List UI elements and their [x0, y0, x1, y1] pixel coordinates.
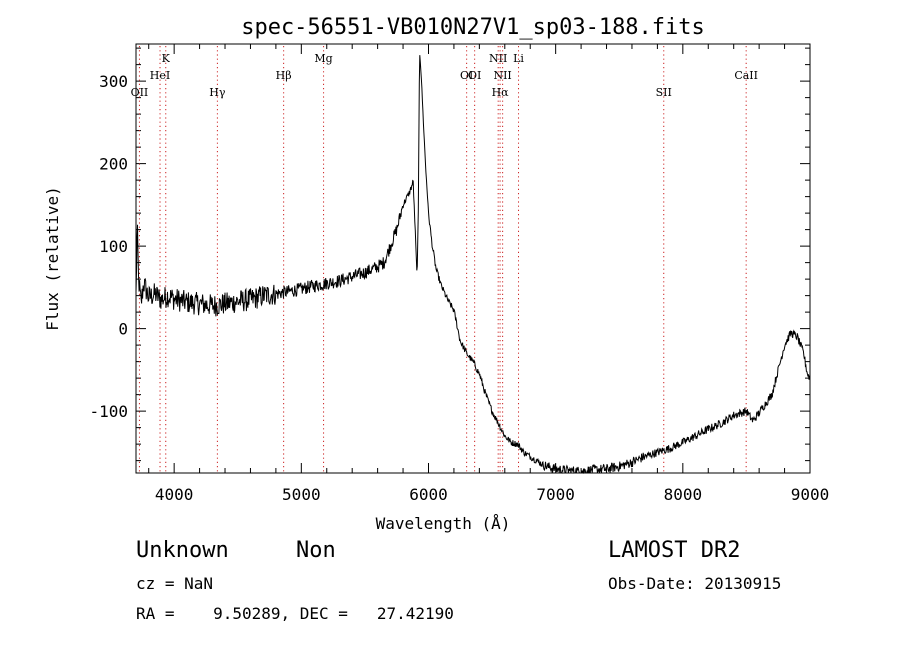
- x-axis-label: Wavelength (Å): [376, 514, 511, 533]
- survey-name: LAMOST DR2: [608, 538, 741, 563]
- observation-date: Obs-Date: 20130915: [608, 574, 782, 593]
- redshift-cz: cz = NaN: [136, 574, 214, 593]
- line-marker-label: OI: [468, 69, 481, 82]
- chart-title: spec-56551-VB010N27V1_sp03-188.fits: [241, 15, 705, 40]
- line-marker-label: CaII: [734, 69, 758, 82]
- line-marker-label: Hγ: [209, 86, 226, 99]
- line-marker-label: Hβ: [276, 69, 292, 82]
- line-marker-label: Mg: [314, 52, 332, 65]
- object-class: Unknown: [136, 538, 229, 563]
- line-marker-label: NII: [493, 69, 511, 82]
- coordinates: RA = 9.50289, DEC = 27.42190: [136, 604, 454, 623]
- x-tick-label: 9000: [791, 485, 830, 504]
- line-marker-label: SII: [656, 86, 672, 99]
- spectrum-line: [135, 55, 811, 475]
- line-marker-label: OII: [131, 86, 149, 99]
- x-tick-label: 7000: [536, 485, 575, 504]
- line-marker-label: Li: [513, 52, 524, 65]
- y-tick-label: 300: [99, 72, 128, 91]
- y-tick-label: 100: [99, 237, 128, 256]
- x-tick-label: 4000: [155, 485, 194, 504]
- x-tick-label: 8000: [664, 485, 703, 504]
- y-tick-label: -100: [89, 402, 128, 421]
- line-marker-label: Hα: [492, 86, 510, 99]
- line-marker-label: NII: [489, 52, 507, 65]
- x-tick-label: 5000: [282, 485, 321, 504]
- y-tick-label: 0: [118, 320, 128, 339]
- line-marker-label: OI: [460, 69, 473, 82]
- x-tick-label: 6000: [409, 485, 448, 504]
- line-marker-label: HeI: [150, 69, 170, 82]
- plot-frame: [135, 43, 811, 474]
- y-tick-label: 200: [99, 155, 128, 174]
- line-marker-label: K: [162, 52, 171, 65]
- y-axis-label: Flux (relative): [43, 186, 62, 331]
- object-subclass: Non: [296, 538, 336, 563]
